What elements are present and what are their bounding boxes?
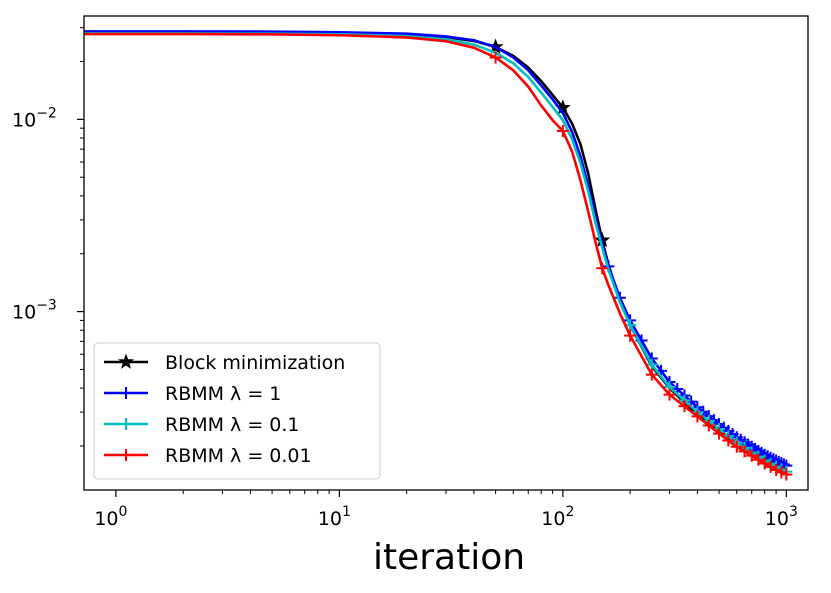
- series-marker: [645, 358, 658, 371]
- x-tick-label: 103: [765, 504, 798, 530]
- y-tick-label: 10−2: [12, 105, 57, 131]
- series-marker: [713, 427, 726, 440]
- legend-label: RBMM λ = 0.1: [165, 414, 300, 436]
- legend-item: RBMM λ = 0.1: [104, 414, 300, 436]
- x-tick-label: 100: [94, 504, 127, 530]
- series-marker: [645, 368, 658, 381]
- series-marker: [738, 445, 751, 458]
- series-3: [84, 32, 793, 481]
- series-marker: [596, 262, 609, 275]
- legend-item: Block minimization: [104, 352, 345, 374]
- y-tick-label: 10−3: [12, 298, 57, 324]
- series-layer: [84, 30, 793, 481]
- series-marker: [678, 400, 691, 413]
- legend-marker: [120, 418, 132, 430]
- series-marker: [770, 463, 783, 476]
- series-marker: [663, 388, 676, 401]
- series-marker: [752, 453, 765, 466]
- legend-marker: [120, 387, 132, 399]
- legend-label: RBMM λ = 0.01: [165, 445, 312, 467]
- legend-marker: [120, 449, 132, 461]
- legend-item: RBMM λ = 1: [104, 383, 281, 405]
- legend-label: Block minimization: [165, 352, 345, 374]
- legend: Block minimization RBMM λ = 1 RBMM λ = 0.1…: [93, 342, 381, 480]
- series-marker: [745, 449, 758, 462]
- series-marker: [624, 329, 637, 342]
- series-marker: [722, 434, 735, 447]
- ticks-layer: 100 101 102 103 10−2 10−3: [12, 27, 798, 530]
- series-marker: [489, 51, 502, 64]
- x-tick-label: 101: [318, 504, 351, 530]
- legend-marker: [117, 353, 135, 369]
- legend-label: RBMM λ = 1: [165, 383, 281, 405]
- legend-item: RBMM λ = 0.01: [104, 445, 312, 467]
- series-marker: [730, 440, 743, 453]
- x-axis-label: iteration: [373, 537, 525, 578]
- series-marker: [556, 125, 569, 138]
- series-marker: [780, 468, 793, 481]
- series-marker: [702, 419, 715, 432]
- series-marker: [691, 410, 704, 423]
- x-tick-label: 102: [541, 504, 574, 530]
- legend-box: [93, 342, 381, 480]
